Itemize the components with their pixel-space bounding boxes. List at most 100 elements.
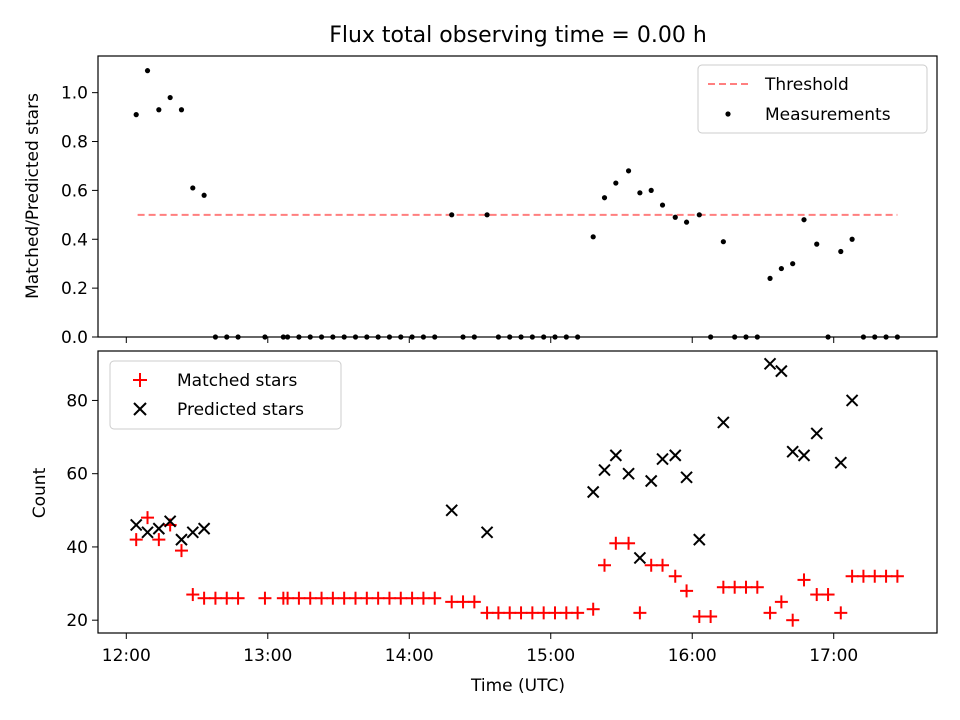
matched-point [644,558,658,572]
measurement-point [144,68,151,74]
predicted-point [834,456,847,469]
predicted-point-b [680,471,693,484]
predicted-point-b [598,463,611,477]
bottom-plot-marks [129,357,904,627]
predicted-point [480,526,494,539]
predicted-point [141,526,154,539]
matched-point [656,558,670,572]
measurement-point [838,248,844,255]
bottom-ytick-label: 40 [66,538,88,558]
top-ytick-label: 0.0 [61,328,88,348]
measurement-point [484,212,490,218]
predicted-point [445,504,458,517]
predicted-point [129,518,143,532]
matched-point [371,591,385,605]
matched-point [152,533,166,547]
matched-point [174,544,188,558]
matched-point [739,580,753,594]
legend-matched-marker [133,373,147,387]
matched-point [786,613,800,627]
predicted-point-b [834,456,847,469]
predicted-point-b [622,467,635,480]
matched-point [303,591,317,605]
predicted-point [693,533,706,546]
matched-point [774,595,788,609]
legend-matched-label: Matched stars [177,371,297,391]
legend-predicted-marker [133,402,147,416]
predicted-point-b [775,364,788,378]
matched-point [879,569,893,583]
matched-point [503,606,517,620]
matched-point [405,591,419,605]
legend-measurements-marker [725,111,731,117]
predicted-point-b [163,515,177,528]
predicted-point-b [129,518,143,532]
measurement-point [190,185,196,191]
predicted-point-b [845,394,859,407]
predicted-point [197,522,211,535]
matched-point [129,533,143,547]
matched-point [315,591,329,605]
predicted-point [656,452,669,466]
matched-point [292,591,306,605]
predicted-point-b [763,357,777,371]
bottom-xtick-label: 15:00 [526,646,575,666]
measurement-point [659,202,666,208]
top-legend: Threshold Measurements [697,64,928,134]
matched-point [467,595,481,609]
ratio-panel: Matched/Predicted stars 0.0 0.2 0.4 0.6 0.8 1… [23,55,938,348]
measurement-point [201,192,207,198]
top-x-ticks [125,337,835,343]
predicted-point [152,522,166,535]
matched-point [456,595,470,609]
measurement-point [590,234,596,240]
predicted-point-b [586,485,600,499]
bottom-ytick-label: 80 [66,391,88,411]
matched-point [208,591,222,605]
top-ytick-label: 1.0 [61,84,88,104]
predicted-point [586,485,600,499]
matched-point [868,569,882,583]
predicted-point [644,474,658,488]
measurement-point [178,107,185,113]
matched-point [797,573,811,587]
predicted-point-b [717,416,730,429]
predicted-point-b [633,551,647,565]
predicted-point [622,467,635,480]
predicted-point-b [786,445,799,458]
bottom-plot-frame [97,350,938,634]
predicted-point [775,364,788,378]
predicted-point-b [644,474,658,488]
matched-point [220,591,234,605]
top-ytick-label: 0.4 [61,230,88,250]
predicted-point-b [186,526,200,539]
legend-predicted-label: Predicted stars [177,400,304,420]
bottom-xtick-label: 17:00 [809,646,858,666]
top-legend-box [697,64,928,134]
predicted-point [763,357,777,371]
matched-point [416,591,430,605]
legend-threshold-label: Threshold [764,75,849,95]
predicted-point-b [609,449,623,462]
predicted-point [786,445,799,458]
matched-point [349,591,363,605]
predicted-point-b [797,449,811,462]
measurement-point [637,190,643,196]
matched-point [810,588,824,602]
matched-point [514,606,528,620]
matched-point [622,536,636,550]
measurement-point [696,212,702,218]
matched-point [281,591,295,605]
top-y-ticks: 0.0 0.2 0.4 0.6 0.8 1.0 [61,84,98,348]
matched-point [668,569,682,583]
matched-point [586,602,600,616]
matched-point [326,591,340,605]
bottom-x-ticks: 12:00 13:00 14:00 15:00 16:00 17:00 [102,633,858,666]
measurement-point [648,187,654,193]
measurement-point [156,107,162,113]
predicted-point-b [810,427,823,440]
matched-point [428,591,442,605]
bottom-legend-box [109,360,342,430]
predicted-point [717,416,730,429]
